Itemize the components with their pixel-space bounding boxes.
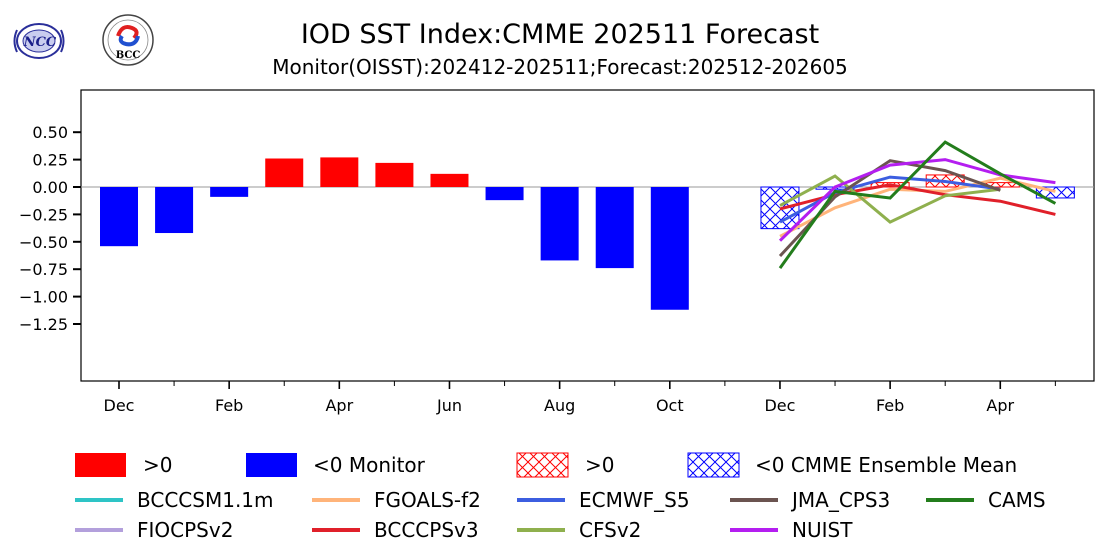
x-tick-label: Jun [436, 396, 462, 415]
y-tick-label: −1.00 [19, 288, 68, 307]
legend-label: >0 [143, 453, 172, 477]
x-tick-label: Feb [876, 396, 904, 415]
y-tick-label: 0.00 [32, 178, 68, 197]
legend-line-label: CAMS [988, 488, 1046, 512]
legend: >0 <0 Monitor >0 <0 CMME Ensemble Mean BCCCS… [75, 452, 1046, 542]
monitor-bar [320, 157, 359, 187]
x-tick-label: Apr [986, 396, 1014, 415]
ncc-logo: NCC [13, 23, 65, 59]
plot-frame [80, 89, 1095, 382]
y-tick-label: 0.25 [32, 151, 68, 170]
monitor-bar [210, 187, 249, 197]
legend-patch [75, 453, 126, 477]
monitor-bar [485, 187, 524, 201]
legend-line-label: BCCCPSv3 [374, 518, 479, 542]
y-tick-label: −0.25 [19, 205, 68, 224]
legend-label: <0 CMME Ensemble Mean [755, 453, 1017, 477]
bcc-logo-text: BCC [116, 50, 141, 61]
legend-line-label: BCCCSM1.1m [137, 488, 274, 512]
legend-line-label: FGOALS-f2 [374, 488, 481, 512]
monitor-bar [595, 187, 634, 269]
model-line-cfsv2 [779, 174, 1001, 224]
y-tick-label: 0.50 [32, 123, 68, 142]
legend-line-label: NUIST [792, 518, 853, 542]
legend-patch [687, 452, 740, 478]
x-tick-label: Feb [215, 396, 243, 415]
x-tick-label: Oct [656, 396, 684, 415]
monitor-bar [100, 187, 138, 247]
x-tick-label: Aug [544, 396, 575, 415]
legend-patch [516, 452, 569, 478]
monitor-bar [650, 187, 689, 310]
legend-patch [246, 453, 297, 477]
legend-line-label: JMA_CPS3 [790, 488, 890, 512]
y-tick-label: −0.50 [19, 233, 68, 252]
monitor-bar [265, 158, 304, 187]
bcc-logo: BCC [102, 14, 154, 66]
x-tick-label: Dec [104, 396, 135, 415]
legend-line-label: FIOCPSv2 [137, 518, 233, 542]
x-tick-label: Dec [764, 396, 795, 415]
monitor-bar [540, 187, 579, 261]
y-tick-label: −0.75 [19, 260, 68, 279]
x-tick-label: Apr [325, 396, 353, 415]
monitor-bar [155, 187, 194, 234]
model-line-ecmwf-s5 [779, 175, 1001, 224]
legend-label: <0 Monitor [313, 453, 426, 477]
chart-subtitle: Monitor(OISST):202412-202511;Forecast:20… [272, 55, 848, 79]
model-line-nuist [778, 158, 1056, 242]
monitor-bar [430, 173, 469, 187]
y-tick-label: −1.25 [19, 315, 68, 334]
legend-line-label: CFSv2 [579, 518, 641, 542]
ncc-logo-text: NCC [23, 35, 57, 50]
monitor-bar [375, 162, 414, 187]
legend-line-label: ECMWF_S5 [579, 488, 690, 512]
legend-label: >0 [585, 453, 614, 477]
model-line-cams [778, 140, 1057, 269]
chart-title: IOD SST Index:CMME 202511 Forecast [301, 19, 819, 50]
plot-area: 0.50 0.25 0.00 −0.25 −0.50 −0.75 −1.00 −1.25 Dec… [19, 89, 1095, 415]
